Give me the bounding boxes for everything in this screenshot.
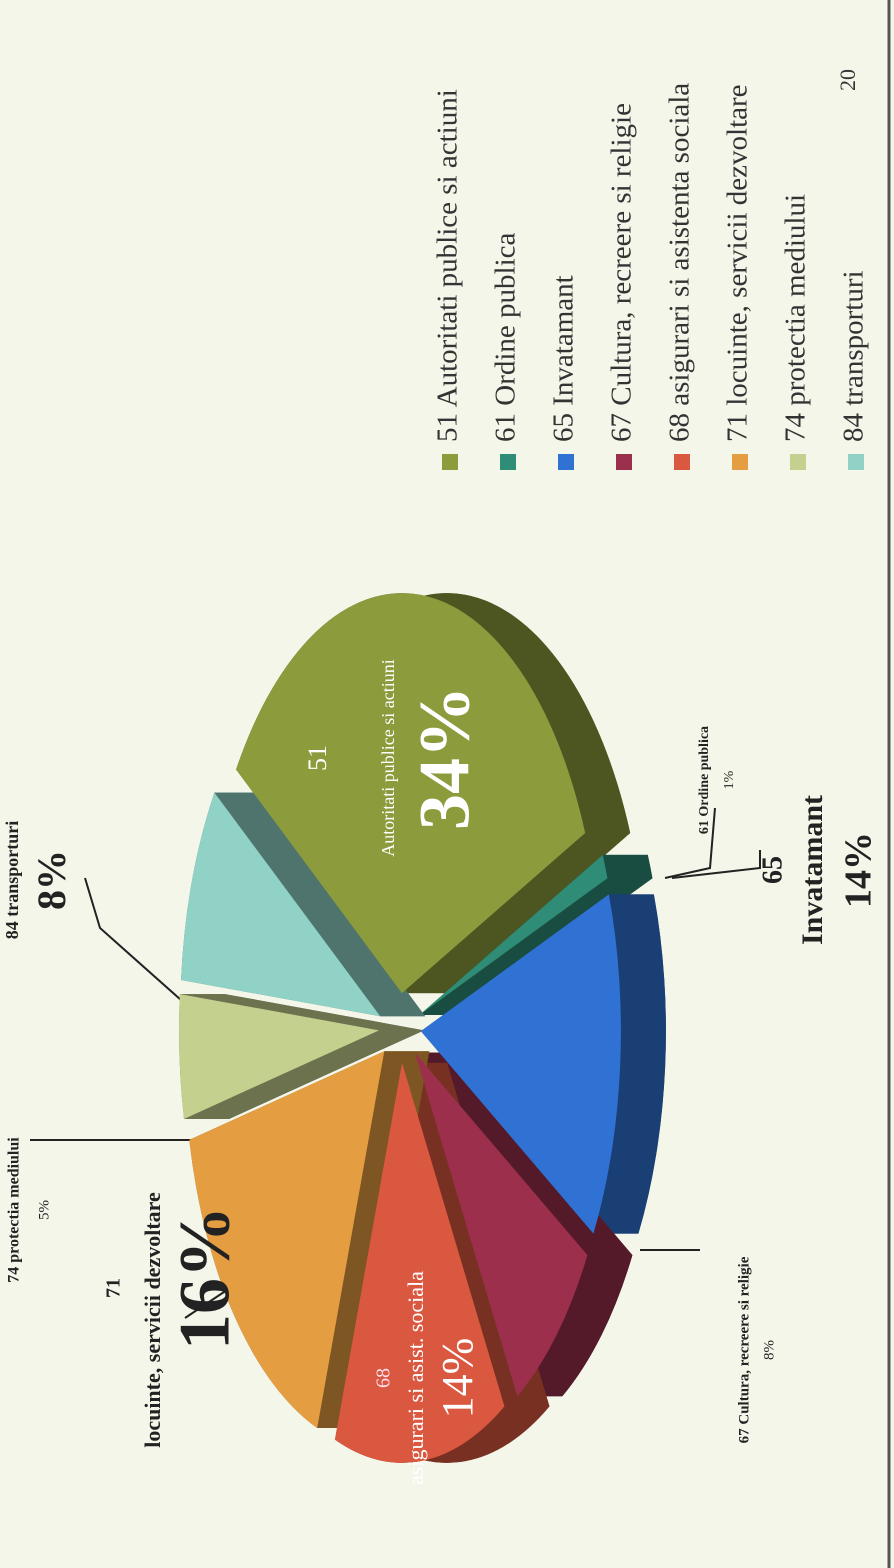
slice-label: locuinte, servicii dezvoltare xyxy=(140,1192,165,1448)
slice xyxy=(414,1052,588,1397)
value-label: 8% xyxy=(761,1340,777,1360)
legend-swatch xyxy=(500,454,516,470)
legend-label: 74 protectia mediului xyxy=(780,194,812,442)
value-label: 1% xyxy=(722,770,737,789)
slice-label: asigurari si asist. sociala xyxy=(403,1271,428,1485)
slice-wall xyxy=(401,833,631,994)
slice xyxy=(419,854,608,1016)
leader-line xyxy=(84,877,191,1009)
legend-swatch xyxy=(848,454,864,470)
legend-swatch xyxy=(674,454,690,470)
legend-swatch xyxy=(616,454,632,470)
slice xyxy=(189,1051,385,1429)
legend-label: 51 Autoritati publice si actiuni xyxy=(432,89,464,442)
slice-tops xyxy=(179,593,621,1463)
legend-label: 71 locuinte, servicii dezvoltare xyxy=(722,84,754,442)
slice xyxy=(179,994,380,1119)
slice-label: 65 xyxy=(757,856,788,884)
leader-line xyxy=(664,807,716,879)
leader-lines xyxy=(30,807,761,1319)
slice-wall xyxy=(179,994,425,1031)
slice-side xyxy=(593,894,666,1234)
slice-wall xyxy=(214,792,426,1017)
slice-label: 51 xyxy=(303,745,332,771)
slice-label: 84 transporturi xyxy=(2,821,22,940)
value-label: 34% xyxy=(405,686,485,830)
leader-line xyxy=(671,850,761,879)
slice-label: Autoritati publice si actiuni xyxy=(378,659,398,856)
slice-label: 68 xyxy=(373,1368,395,1388)
slice-label: Invatamant xyxy=(796,795,829,945)
page-number: 20 xyxy=(835,69,860,91)
value-label: 14% xyxy=(433,1338,482,1419)
legend-swatch xyxy=(732,454,748,470)
slice-side xyxy=(517,1255,633,1397)
legend-label: 84 transporturi xyxy=(838,270,870,442)
slice-side xyxy=(602,854,653,879)
legend-label: 61 Ordine publica xyxy=(490,232,522,442)
slice-wall xyxy=(184,1030,425,1119)
value-label: 5% xyxy=(36,1200,52,1220)
legend-swatch xyxy=(558,454,574,470)
legend-label: 68 asigurari si asistenta sociala xyxy=(664,83,696,442)
slice-label: 71 xyxy=(103,1278,125,1298)
value-label: 14% xyxy=(838,832,880,908)
rotated-page: 20 51 Autoritati publice si actiuni 34% 61 … xyxy=(2,69,880,1485)
legend-label: 67 Cultura, recreere si religie xyxy=(606,103,638,442)
slice-label: 67 Cultura, recreere si religie xyxy=(736,1256,752,1443)
slice-label: 74 protectia mediului xyxy=(6,1137,23,1283)
value-label: 8% xyxy=(29,850,74,910)
value-label: 16% xyxy=(165,1206,245,1350)
slice xyxy=(181,792,381,1017)
slice xyxy=(420,894,621,1234)
slice xyxy=(334,1062,505,1463)
legend-swatch xyxy=(790,454,806,470)
legend-label: 65 Invatamant xyxy=(548,275,580,442)
slice xyxy=(236,593,586,994)
legend-swatch xyxy=(442,454,458,470)
slice-label: 61 Ordine publica xyxy=(697,726,712,834)
